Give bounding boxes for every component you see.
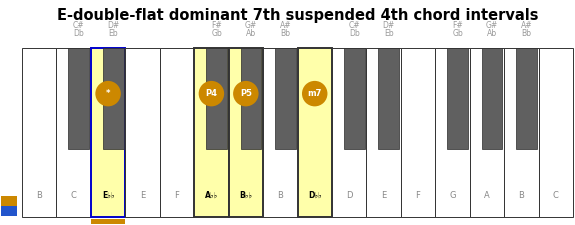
Bar <box>91 48 125 217</box>
Text: Eb: Eb <box>109 29 118 38</box>
Text: E-double-flat dominant 7th suspended 4th chord intervals: E-double-flat dominant 7th suspended 4th… <box>57 8 538 23</box>
Bar <box>91 219 125 224</box>
Text: B♭♭: B♭♭ <box>239 191 252 200</box>
Bar <box>470 48 504 217</box>
Text: P4: P4 <box>205 89 217 98</box>
Text: D#: D# <box>107 21 120 30</box>
Bar <box>366 48 401 217</box>
Text: Eb: Eb <box>384 29 393 38</box>
Text: D♭♭: D♭♭ <box>308 191 321 200</box>
Circle shape <box>95 81 121 106</box>
Bar <box>263 48 297 217</box>
Bar <box>447 48 468 149</box>
Circle shape <box>199 81 224 106</box>
Text: G#: G# <box>245 21 257 30</box>
Text: Bb: Bb <box>522 29 531 38</box>
Bar <box>1 206 17 216</box>
Bar <box>401 48 435 217</box>
Bar <box>332 48 366 217</box>
Text: F: F <box>175 191 179 200</box>
Bar <box>344 48 365 149</box>
Bar <box>482 48 503 149</box>
Text: A♭♭: A♭♭ <box>205 191 218 200</box>
Text: Db: Db <box>74 29 84 38</box>
Bar <box>275 48 296 149</box>
Text: C: C <box>553 191 559 200</box>
Text: A#: A# <box>279 21 292 30</box>
Text: B: B <box>36 191 42 200</box>
Text: C#: C# <box>348 21 360 30</box>
Text: C: C <box>71 191 76 200</box>
Text: Bb: Bb <box>281 29 290 38</box>
Bar <box>125 48 160 217</box>
Text: E: E <box>381 191 386 200</box>
Text: Ab: Ab <box>246 29 256 38</box>
Text: F#: F# <box>211 21 222 30</box>
Text: m7: m7 <box>308 89 322 98</box>
Text: Gb: Gb <box>453 29 463 38</box>
Bar <box>160 48 194 217</box>
Bar <box>1 196 17 206</box>
Text: G#: G# <box>486 21 498 30</box>
Text: *: * <box>106 89 110 98</box>
Text: F: F <box>416 191 420 200</box>
Text: G: G <box>449 191 456 200</box>
Text: D: D <box>346 191 352 200</box>
Text: Gb: Gb <box>211 29 222 38</box>
Bar <box>103 48 124 149</box>
Text: F#: F# <box>453 21 463 30</box>
Bar <box>206 48 227 149</box>
Text: D#: D# <box>382 21 395 30</box>
Text: B: B <box>277 191 283 200</box>
Text: E: E <box>140 191 145 200</box>
Bar <box>22 48 56 217</box>
Bar <box>68 48 89 149</box>
Bar <box>56 48 91 217</box>
Text: Db: Db <box>349 29 360 38</box>
Bar <box>435 48 470 217</box>
Bar <box>241 48 262 149</box>
Text: Ab: Ab <box>487 29 497 38</box>
Bar <box>516 48 537 149</box>
Circle shape <box>302 81 327 106</box>
Text: P5: P5 <box>240 89 252 98</box>
Bar <box>194 48 229 217</box>
Text: B: B <box>519 191 524 200</box>
Bar <box>297 48 332 217</box>
Bar <box>504 48 539 217</box>
Text: E♭♭: E♭♭ <box>102 191 114 200</box>
Text: A#: A# <box>521 21 532 30</box>
Circle shape <box>233 81 259 106</box>
Text: C#: C# <box>73 21 85 30</box>
Bar <box>539 48 573 217</box>
Bar <box>229 48 263 217</box>
Bar <box>378 48 399 149</box>
Text: A: A <box>484 191 490 200</box>
Text: basicmusictheory.com: basicmusictheory.com <box>6 68 12 134</box>
